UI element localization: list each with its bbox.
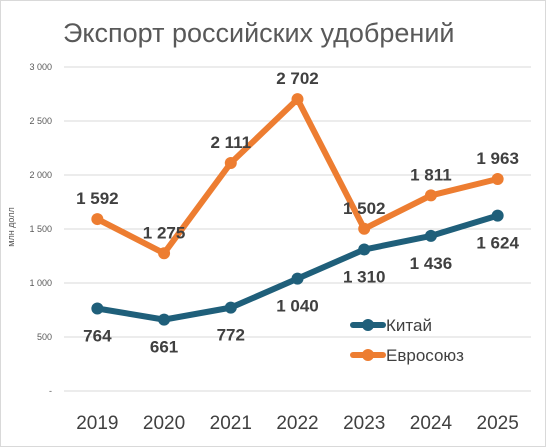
data-labels: 764 661 772 1 040 1 310 1 436 1 624 1 592 1 275 2… [76,69,519,356]
legend-label: Китай [386,316,432,335]
legend: Китай Евросоюз [350,316,464,365]
data-label: 1 310 [343,268,386,287]
data-point [291,272,304,285]
data-label: 1 811 [410,165,452,184]
x-tick-label: 2024 [410,413,453,434]
y-tick-label: 1 000 [29,278,52,288]
data-label: 2 702 [276,69,319,88]
x-tick-label: 2022 [276,413,318,434]
data-point [491,172,504,185]
x-axis-ticks: 2019 2020 2021 2022 2023 2024 2025 [76,413,519,434]
y-tick-label: 2 000 [29,170,52,180]
y-axis-label: млн долл [6,207,16,246]
data-point [424,229,437,242]
y-axis-ticks: - 500 1 000 1 500 2 000 2 500 3 000 [29,62,52,396]
y-tick-label: 3 000 [29,62,52,72]
data-label: 764 [83,326,112,345]
x-tick-label: 2020 [143,413,185,434]
x-tick-label: 2021 [210,413,252,434]
y-tick-label: 1 500 [29,224,52,234]
y-tick-label: - [49,386,52,396]
data-label: 772 [217,326,245,345]
x-tick-label: 2019 [76,413,118,434]
data-label: 1 624 [476,234,519,253]
y-tick-label: 500 [37,332,52,342]
data-point [224,157,237,170]
data-point [158,247,171,260]
data-point [491,209,504,222]
legend-marker [362,349,374,361]
data-point [158,313,171,326]
data-label: 1 963 [476,149,519,168]
data-point [358,243,371,256]
data-label: 1 436 [410,254,453,273]
chart-title: Экспорт российских удобрений [63,18,455,48]
data-label: 661 [150,338,178,357]
series-lines [91,93,504,326]
legend-label: Евросоюз [386,346,464,365]
data-point [358,222,371,235]
data-point [91,213,104,226]
data-point [291,93,304,106]
x-tick-label: 2023 [343,413,385,434]
legend-marker [362,319,374,331]
data-point [91,302,104,315]
data-point [424,189,437,202]
x-tick-label: 2025 [477,413,519,434]
data-point [224,301,237,314]
data-label: 1 592 [76,189,119,208]
data-label: 2 111 [210,133,251,152]
data-label: 1 502 [343,199,386,218]
data-label: 1 040 [276,297,319,316]
data-label: 1 275 [143,223,186,242]
y-tick-label: 2 500 [29,116,52,126]
